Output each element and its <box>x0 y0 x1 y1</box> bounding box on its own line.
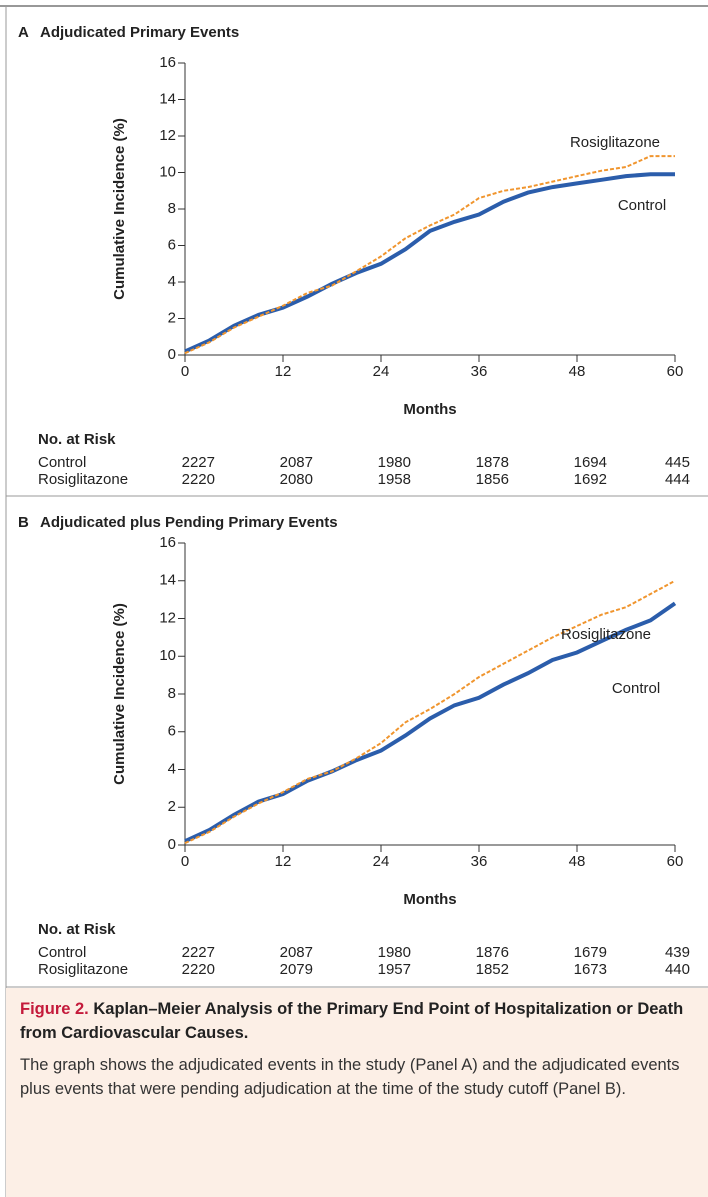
at-risk-count: 2080 <box>280 471 313 488</box>
panel-title: Adjudicated Primary Events <box>40 24 239 41</box>
x-tick-label: 12 <box>275 363 292 380</box>
x-axis-label: Months <box>403 401 456 418</box>
y-tick-label: 14 <box>159 572 176 589</box>
panel-letter: A <box>18 24 29 41</box>
at-risk-row-label: Control <box>38 944 86 961</box>
at-risk-row-label: Rosiglitazone <box>38 471 128 488</box>
y-tick-label: 16 <box>159 54 176 71</box>
panel-title: Adjudicated plus Pending Primary Events <box>40 514 338 531</box>
at-risk-count: 2087 <box>280 454 313 471</box>
at-risk-count: 1980 <box>378 944 411 961</box>
at-risk-count: 1878 <box>476 454 509 471</box>
y-tick-label: 6 <box>168 236 176 253</box>
at-risk-count: 445 <box>665 454 690 471</box>
y-tick-label: 8 <box>168 200 176 217</box>
at-risk-count: 1957 <box>378 961 411 978</box>
x-tick-label: 60 <box>667 363 684 380</box>
series-label: Rosiglitazone <box>570 134 660 151</box>
series-label: Control <box>612 680 660 697</box>
at-risk-row-label: Control <box>38 454 86 471</box>
x-tick-label: 0 <box>181 853 189 870</box>
at-risk-title: No. at Risk <box>38 431 116 448</box>
y-tick-label: 8 <box>168 685 176 702</box>
at-risk-count: 1876 <box>476 944 509 961</box>
caption-heading: Figure 2. Kaplan–Meier Analysis of the P… <box>20 998 694 1046</box>
at-risk-count: 439 <box>665 944 690 961</box>
at-risk-row-label: Rosiglitazone <box>38 961 128 978</box>
x-tick-label: 24 <box>373 853 390 870</box>
y-tick-label: 14 <box>159 90 176 107</box>
figure-title: Kaplan–Meier Analysis of the Primary End… <box>20 1000 684 1042</box>
y-tick-label: 10 <box>159 647 176 664</box>
at-risk-count: 2079 <box>280 961 313 978</box>
at-risk-count: 1980 <box>378 454 411 471</box>
y-tick-label: 6 <box>168 723 176 740</box>
y-tick-label: 10 <box>159 163 176 180</box>
x-tick-label: 48 <box>569 363 586 380</box>
x-tick-label: 48 <box>569 853 586 870</box>
y-tick-label: 16 <box>159 534 176 551</box>
x-axis-label: Months <box>403 891 456 908</box>
at-risk-count: 2220 <box>182 471 215 488</box>
at-risk-title: No. at Risk <box>38 921 116 938</box>
x-tick-label: 12 <box>275 853 292 870</box>
caption-text: The graph shows the adjudicated events i… <box>20 1055 680 1098</box>
series-line <box>184 172 675 354</box>
at-risk-count: 1692 <box>574 471 607 488</box>
at-risk-count: 2087 <box>280 944 313 961</box>
at-risk-count: 2220 <box>182 961 215 978</box>
at-risk-count: 440 <box>665 961 690 978</box>
at-risk-count: 1856 <box>476 471 509 488</box>
y-axis-label: Cumulative Incidence (%) <box>111 118 128 300</box>
at-risk-count: 1673 <box>574 961 607 978</box>
x-tick-label: 36 <box>471 853 488 870</box>
at-risk-count: 1694 <box>574 454 607 471</box>
y-tick-label: 4 <box>168 273 176 290</box>
x-tick-label: 0 <box>181 363 189 380</box>
series-line <box>184 155 675 355</box>
y-tick-label: 12 <box>159 127 176 144</box>
at-risk-count: 444 <box>665 471 690 488</box>
caption: Figure 2. Kaplan–Meier Analysis of the P… <box>6 988 708 1197</box>
series-line <box>184 579 676 845</box>
at-risk-count: 1679 <box>574 944 607 961</box>
y-tick-label: 0 <box>168 346 176 363</box>
series-label: Control <box>618 197 666 214</box>
series-label: Rosiglitazone <box>561 626 651 643</box>
y-tick-label: 2 <box>168 309 176 326</box>
x-tick-label: 36 <box>471 363 488 380</box>
y-tick-label: 12 <box>159 609 176 626</box>
at-risk-count: 1958 <box>378 471 411 488</box>
figure-label: Figure 2. <box>20 1000 89 1018</box>
at-risk-count: 2227 <box>182 944 215 961</box>
x-tick-label: 24 <box>373 363 390 380</box>
y-tick-label: 2 <box>168 798 176 815</box>
y-tick-label: 0 <box>168 836 176 853</box>
at-risk-count: 2227 <box>182 454 215 471</box>
at-risk-count: 1852 <box>476 961 509 978</box>
y-tick-label: 4 <box>168 760 176 777</box>
panel-letter: B <box>18 514 29 531</box>
y-axis-label: Cumulative Incidence (%) <box>111 603 128 785</box>
x-tick-label: 60 <box>667 853 684 870</box>
